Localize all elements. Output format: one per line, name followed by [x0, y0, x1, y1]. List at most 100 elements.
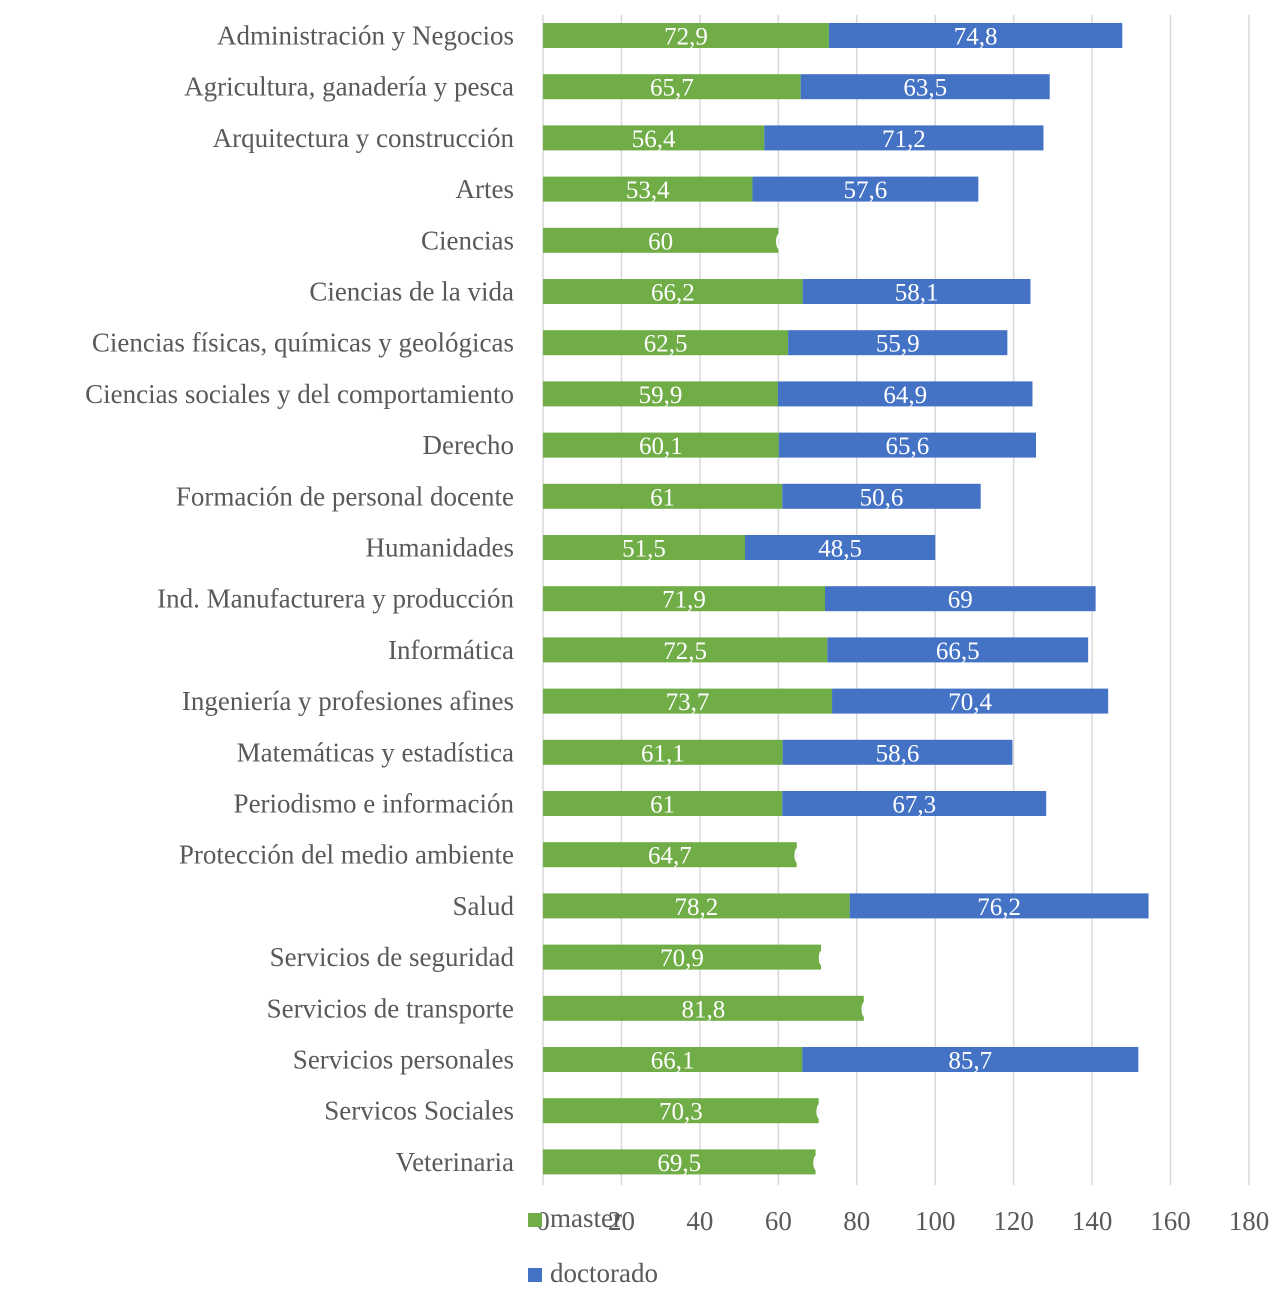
x-tick-label: 120 — [993, 1206, 1034, 1236]
bar-doctorado — [832, 688, 1109, 714]
category-label: Informática — [388, 635, 514, 665]
data-label-doctorado: 57,6 — [844, 177, 888, 204]
x-tick-label: 80 — [843, 1206, 870, 1236]
category-label: Ciencias de la vida — [309, 277, 514, 307]
bar-master — [543, 227, 779, 253]
data-label-doctorado: 64,9 — [883, 382, 927, 409]
data-label-master: 60,1 — [639, 433, 683, 460]
bar-master — [543, 432, 779, 458]
bar-master — [543, 1047, 803, 1072]
category-label: Salud — [452, 891, 514, 921]
bar-master — [543, 330, 789, 356]
bar-master — [543, 586, 825, 612]
bar-doctorado — [752, 176, 979, 202]
x-axis-tick-labels: 0 20 40 60 80 100 120 140 160 180 — [536, 1206, 1269, 1236]
bar-master — [543, 125, 765, 151]
data-label-doctorado: 0 — [812, 1150, 825, 1177]
bar-master — [543, 535, 745, 560]
data-label-master: 64,7 — [648, 843, 692, 870]
data-label-doctorado: 85,7 — [948, 1048, 992, 1075]
bar-doctorado — [782, 791, 1047, 816]
bar-master — [543, 944, 822, 970]
data-label-master: 62,5 — [644, 331, 688, 358]
data-label-doctorado: 69 — [948, 587, 973, 614]
category-label: Servicios de seguridad — [270, 942, 515, 972]
category-label: Periodismo e información — [234, 789, 515, 819]
data-label-doctorado: 50,6 — [860, 484, 904, 511]
x-tick-label: 100 — [915, 1206, 956, 1236]
data-label-doctorado: 63,5 — [903, 75, 947, 102]
category-labels: Administración y Negocios Agricultura, ga… — [85, 21, 514, 1177]
x-tick-label: 180 — [1229, 1206, 1270, 1236]
data-label-master: 61,1 — [641, 740, 685, 767]
bar-doctorado — [802, 279, 1031, 304]
category-label: Derecho — [423, 430, 514, 460]
data-label-doctorado: 70,4 — [948, 689, 992, 716]
bar-doctorado — [788, 330, 1008, 356]
data-label-doctorado: 67,3 — [892, 792, 936, 819]
data-label-doctorado: 48,5 — [818, 536, 862, 563]
data-label-master: 78,2 — [674, 894, 718, 921]
category-label: Ingeniería y profesiones afines — [182, 686, 514, 716]
data-label-master: 65,7 — [650, 75, 694, 102]
bar-master — [543, 74, 801, 100]
data-label-master: 59,9 — [639, 382, 683, 409]
bar-master — [543, 637, 828, 663]
bar-doctorado — [828, 23, 1123, 48]
bar-doctorado — [778, 432, 1036, 458]
bar-doctorado — [827, 637, 1089, 663]
data-label-doctorado: 55,9 — [876, 331, 920, 358]
bar-doctorado — [764, 125, 1044, 151]
data-label-doctorado: 58,1 — [895, 280, 939, 307]
category-label: Formación de personal docente — [176, 481, 514, 511]
bar-master — [543, 1149, 816, 1175]
category-label: Artes — [456, 174, 514, 204]
legend-label-master: master — [550, 1203, 622, 1233]
data-label-master: 53,4 — [626, 177, 670, 204]
data-label-doctorado: 58,6 — [876, 740, 920, 767]
bar-doctorado — [824, 586, 1096, 612]
x-tick-label: 160 — [1150, 1206, 1191, 1236]
bar-master — [543, 893, 850, 919]
data-label-doctorado: 65,6 — [885, 433, 929, 460]
data-label-master: 71,9 — [662, 587, 706, 614]
bar-master — [543, 1098, 819, 1124]
bar-master — [543, 739, 783, 765]
data-label-doctorado: 76,2 — [977, 894, 1021, 921]
bar-master — [543, 791, 783, 816]
data-label-master: 70,3 — [659, 1099, 703, 1126]
data-label-master: 56,4 — [632, 126, 676, 153]
data-label-master: 51,5 — [622, 536, 666, 563]
bar-master — [543, 483, 783, 509]
data-label-master: 69,5 — [657, 1150, 701, 1177]
category-label: Servicios personales — [293, 1045, 514, 1075]
bar-doctorado — [782, 739, 1013, 765]
category-label: Arquitectura y construcción — [213, 123, 515, 153]
legend: master doctorado — [528, 1203, 658, 1288]
data-label-master: 72,5 — [663, 638, 707, 665]
category-label: Protección del medio ambiente — [179, 840, 514, 870]
data-label-master: 61 — [650, 792, 675, 819]
data-label-doctorado: 0 — [794, 843, 807, 870]
legend-label-doctorado: doctorado — [550, 1258, 658, 1288]
data-label-doctorado: 0 — [815, 1099, 828, 1126]
category-label: Humanidades — [366, 533, 514, 563]
bars: 72,9 74,8 65,7 63,5 56,4 71,2 53,4 57,6 60 0 66,2 5… — [543, 23, 1149, 1177]
bar-master — [543, 23, 829, 48]
x-tick-label: 20 — [608, 1206, 635, 1236]
data-label-master: 70,9 — [660, 945, 704, 972]
data-label-master: 61 — [650, 484, 675, 511]
data-label-master: 60 — [648, 228, 673, 255]
data-label-doctorado: 0 — [818, 945, 831, 972]
category-label: Agricultura, ganadería y pesca — [184, 72, 514, 102]
bar-master — [543, 995, 864, 1021]
data-label-doctorado: 66,5 — [936, 638, 980, 665]
bar-doctorado — [777, 381, 1033, 407]
bar-doctorado — [800, 74, 1050, 100]
data-label-doctorado: 71,2 — [882, 126, 926, 153]
category-label: Servicos Sociales — [324, 1096, 514, 1126]
data-label-doctorado: 0 — [861, 996, 874, 1023]
data-label-doctorado: 0 — [775, 228, 788, 255]
bar-master — [543, 381, 778, 407]
bar-master — [543, 842, 797, 868]
